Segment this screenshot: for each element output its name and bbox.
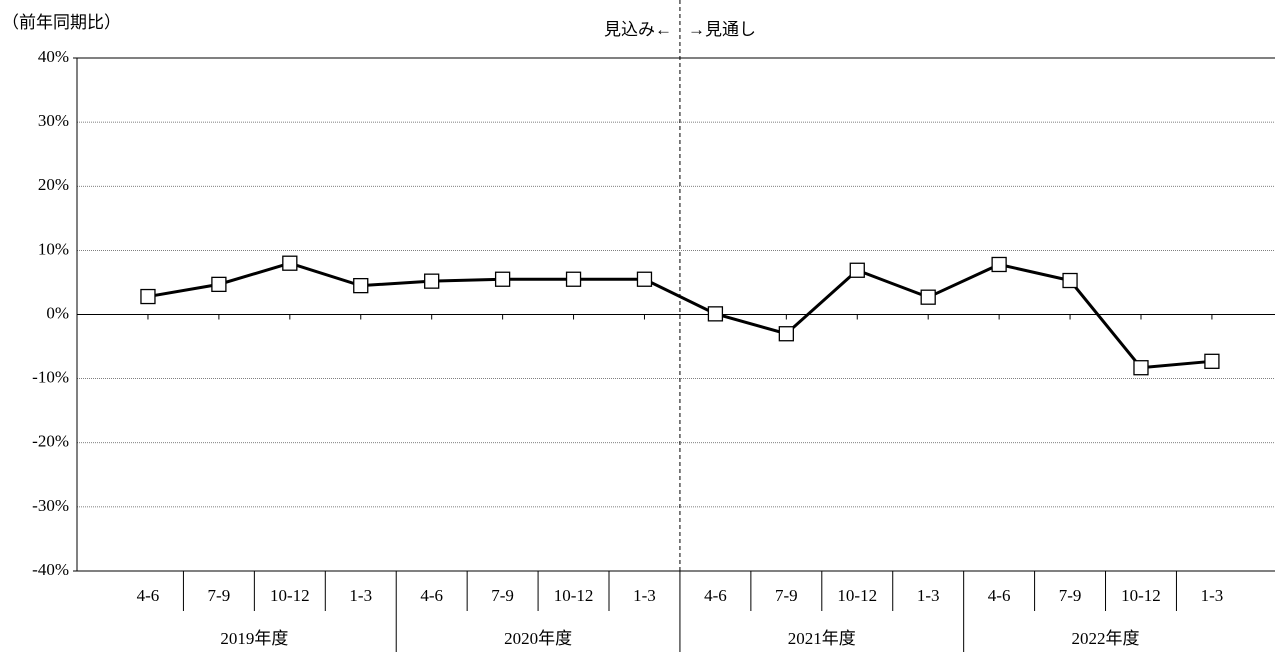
marker xyxy=(1133,360,1149,376)
y-axis-label: （前年同期比） xyxy=(2,13,121,32)
marker xyxy=(920,289,936,305)
x-tick-label: 10-12 xyxy=(270,586,310,605)
marker xyxy=(494,271,511,287)
marker xyxy=(282,255,298,271)
x-tick-label: 7-9 xyxy=(1059,586,1082,605)
y-tick-label: -40% xyxy=(32,560,69,579)
x-tick-label: 10-12 xyxy=(1121,586,1161,605)
x-tick-label: 1-3 xyxy=(917,586,940,605)
y-tick-label: -20% xyxy=(32,432,69,451)
y-tick-label: 10% xyxy=(38,239,69,258)
y-tick-label: -30% xyxy=(32,496,69,515)
x-tick-label: 7-9 xyxy=(775,586,798,605)
x-tick-label: 7-9 xyxy=(491,586,514,605)
marker xyxy=(353,277,369,294)
x-tick-label: 4-6 xyxy=(704,586,727,605)
group-label: 2022年度 xyxy=(1072,629,1140,648)
marker xyxy=(707,306,724,322)
annotation: 見込み← xyxy=(604,20,672,39)
marker xyxy=(991,256,1007,273)
marker xyxy=(636,271,653,287)
marker xyxy=(211,276,227,293)
marker xyxy=(140,288,156,305)
x-tick-label: 1-3 xyxy=(1201,586,1224,605)
group-label: 2021年度 xyxy=(788,629,856,648)
series-line xyxy=(147,261,1213,370)
y-tick-label: 0% xyxy=(46,303,69,322)
x-tick-label: 10-12 xyxy=(837,586,877,605)
group-label: 2019年度 xyxy=(220,629,288,648)
y-tick-label: 20% xyxy=(38,175,69,194)
annotation: →見通し xyxy=(688,20,756,39)
marker xyxy=(565,271,582,287)
marker xyxy=(778,326,794,342)
x-tick-label: 10-12 xyxy=(554,586,594,605)
x-tick-label: 1-3 xyxy=(633,586,656,605)
x-tick-label: 1-3 xyxy=(349,586,372,605)
x-tick-label: 4-6 xyxy=(988,586,1011,605)
x-tick-label: 4-6 xyxy=(420,586,443,605)
y-tick-label: 40% xyxy=(38,47,69,66)
marker xyxy=(849,262,865,278)
marker xyxy=(1062,272,1078,289)
group-label: 2020年度 xyxy=(504,629,572,648)
y-tick-label: -10% xyxy=(32,368,69,387)
marker xyxy=(1204,353,1220,369)
x-tick-label: 4-6 xyxy=(137,586,160,605)
y-tick-label: 30% xyxy=(38,111,69,130)
x-tick-label: 7-9 xyxy=(208,586,231,605)
marker xyxy=(424,273,440,289)
